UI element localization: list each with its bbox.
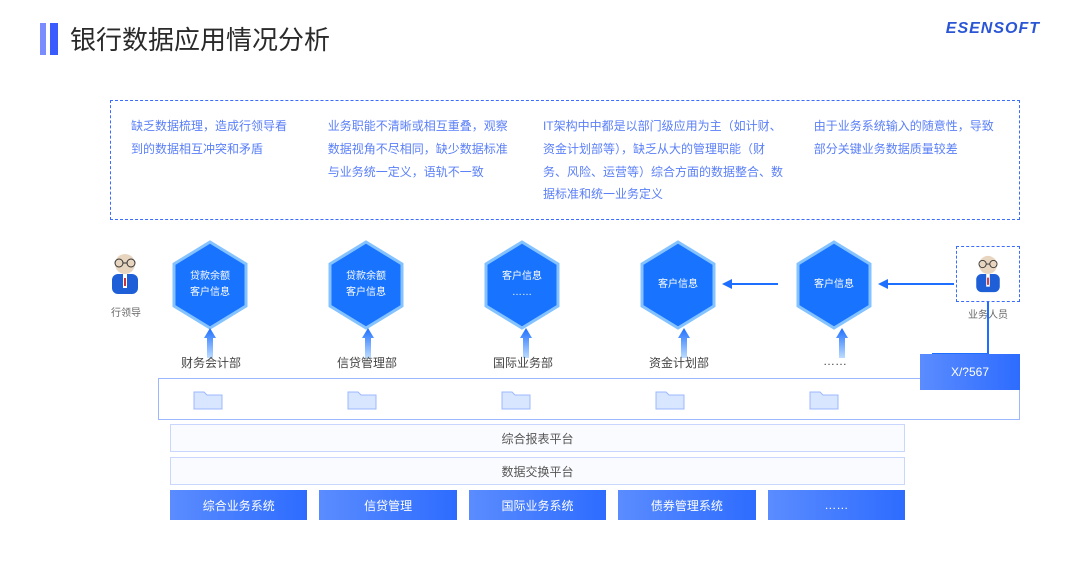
staff-avatar-box <box>956 246 1020 302</box>
system-3: 国际业务系统 <box>469 490 606 520</box>
description-1: 缺乏数据梳理，造成行领导看到的数据相互冲突和矛盾 <box>131 115 298 205</box>
hex-1: 贷款余额 客户信息 <box>170 240 250 330</box>
folder-icon <box>809 388 839 410</box>
description-3: IT架构中中都是以部门级应用为主（如计财、资金计划部等），缺乏从大的管理职能（财… <box>543 115 784 205</box>
departments-row: 财务会计部 信贷管理部 国际业务部 资金计划部 …… <box>158 354 1020 376</box>
hex-4-line1: 客户信息 <box>658 277 698 293</box>
side-label-box: X/?567 <box>920 354 1020 390</box>
platform-section: 综合报表平台 数据交换平台 综合业务系统 信贷管理 国际业务系统 债券管理系统 … <box>170 424 905 520</box>
hex-2: 贷款余额 客户信息 <box>326 240 406 330</box>
folder-icon <box>655 388 685 410</box>
dept-4: 资金计划部 <box>626 354 732 372</box>
hex-3-line1: 客户信息 <box>502 269 542 285</box>
hex-3: 客户信息 …… <box>482 240 562 330</box>
hex-1-line2: 客户信息 <box>190 285 230 301</box>
system-5: …… <box>768 490 905 520</box>
folder-icon <box>347 388 377 410</box>
system-2: 信贷管理 <box>319 490 456 520</box>
hex-2-line2: 客户信息 <box>346 285 386 301</box>
systems-row: 综合业务系统 信贷管理 国际业务系统 债券管理系统 …… <box>170 490 905 520</box>
dept-2: 信贷管理部 <box>314 354 420 372</box>
page-title: 银行数据应用情况分析 <box>70 20 330 57</box>
hex-5-line1: 客户信息 <box>814 277 854 293</box>
hex-4: 客户信息 <box>638 240 718 330</box>
platform-2: 数据交换平台 <box>170 457 905 485</box>
brand-logo: ESENSOFT <box>946 20 1040 38</box>
staff-avatar-icon <box>969 252 1007 296</box>
hex-3-line2: …… <box>512 285 532 301</box>
folder-icon <box>501 388 531 410</box>
arrow-left-icon <box>878 278 954 290</box>
svg-text:?: ? <box>126 250 134 251</box>
hex-5: 客户信息 <box>794 240 874 330</box>
folder-row <box>158 378 1020 420</box>
arrow-left-icon <box>722 278 778 290</box>
platform-1: 综合报表平台 <box>170 424 905 452</box>
leader-label: 行领导 <box>106 304 146 319</box>
dept-1: 财务会计部 <box>158 354 264 372</box>
leader-avatar-icon: ? <box>104 250 146 298</box>
title-bars-icon <box>40 23 58 55</box>
header: 银行数据应用情况分析 <box>40 20 330 57</box>
dept-5: …… <box>782 354 888 372</box>
description-4: 由于业务系统输入的随意性，导致部分关键业务数据质量较差 <box>814 115 999 205</box>
description-2: 业务职能不清晰或相互重叠，观察数据视角不尽相同，缺少数据标准与业务统一定义，语轨… <box>328 115 513 205</box>
system-4: 债券管理系统 <box>618 490 755 520</box>
connector-line-icon <box>930 302 992 362</box>
hex-2-line1: 贷款余额 <box>346 269 386 285</box>
folder-icon <box>193 388 223 410</box>
dept-3: 国际业务部 <box>470 354 576 372</box>
description-panel: 缺乏数据梳理，造成行领导看到的数据相互冲突和矛盾 业务职能不清晰或相互重叠，观察… <box>110 100 1020 220</box>
hex-1-line1: 贷款余额 <box>190 269 230 285</box>
system-1: 综合业务系统 <box>170 490 307 520</box>
